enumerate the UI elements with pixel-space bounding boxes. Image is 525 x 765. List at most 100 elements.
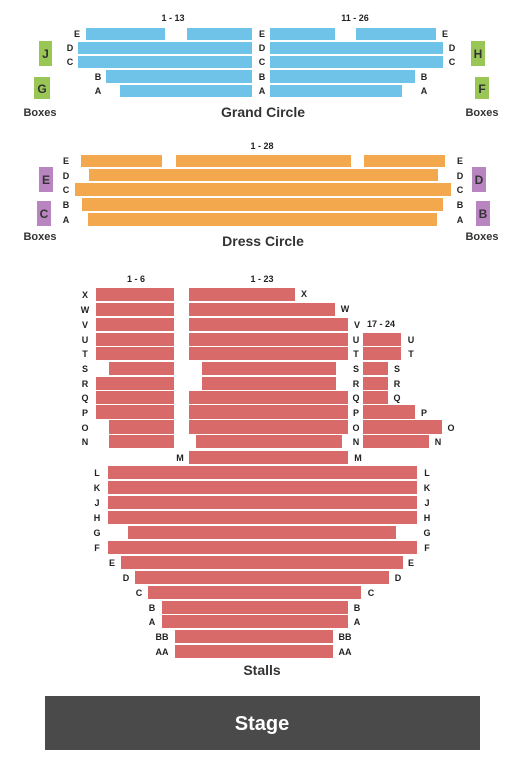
grand-circle-range-right: 11 - 26 xyxy=(341,13,369,23)
stalls-row-l[interactable] xyxy=(108,466,417,479)
stalls-row-label: AA xyxy=(339,647,352,657)
dress-circle-row-e-right[interactable] xyxy=(364,155,445,167)
stalls-row-label: M xyxy=(176,453,184,463)
stalls-row-label: F xyxy=(424,543,430,553)
stalls-row-t-right[interactable] xyxy=(363,347,401,360)
stalls-row-bb[interactable] xyxy=(175,630,333,643)
dress-circle-row-d[interactable] xyxy=(89,169,438,181)
stalls-row-s-center[interactable] xyxy=(202,362,336,375)
stalls-row-s-right[interactable] xyxy=(363,362,388,375)
grand-circle-row-label: A xyxy=(95,86,102,96)
grand-circle-row-e-center-left[interactable] xyxy=(187,28,252,40)
stalls-row-c[interactable] xyxy=(148,586,361,599)
stalls-row-d[interactable] xyxy=(135,571,389,584)
grand-circle-row-b-right[interactable] xyxy=(270,70,415,83)
stalls-row-label: Q xyxy=(352,393,359,403)
stalls-row-label: R xyxy=(82,379,89,389)
grand-circle-box-h[interactable] xyxy=(471,41,485,66)
stalls-range-right: 17 - 24 xyxy=(367,319,395,329)
stalls-row-label: Q xyxy=(81,393,88,403)
grand-circle-row-c-left[interactable] xyxy=(78,56,252,68)
stalls-row-q-right[interactable] xyxy=(363,391,388,404)
stalls-row-u-center[interactable] xyxy=(189,333,348,346)
dress-circle-row-b[interactable] xyxy=(82,198,443,211)
stalls-row-s-left[interactable] xyxy=(109,362,174,375)
stalls-row-q-left[interactable] xyxy=(96,391,174,404)
boxes-label: Boxes xyxy=(23,231,56,243)
dress-circle-row-e-center[interactable] xyxy=(176,155,351,167)
stalls-row-label: D xyxy=(123,573,130,583)
stalls-row-n-left[interactable] xyxy=(109,435,174,448)
dress-circle-row-c[interactable] xyxy=(75,183,451,196)
stalls-row-p-left[interactable] xyxy=(96,405,174,419)
dress-circle-box-c[interactable] xyxy=(37,201,51,226)
stalls-row-t-left[interactable] xyxy=(96,347,174,360)
stalls-row-q-center[interactable] xyxy=(189,391,348,404)
stalls-row-n-center[interactable] xyxy=(196,435,342,448)
stalls-row-w-center[interactable] xyxy=(189,303,335,316)
dress-circle-row-e-left[interactable] xyxy=(81,155,162,167)
grand-circle-box-j[interactable] xyxy=(39,41,52,66)
stalls-row-label: L xyxy=(94,468,100,478)
stalls-row-b[interactable] xyxy=(162,601,348,614)
stalls-row-label: R xyxy=(394,379,401,389)
grand-circle-row-e-right[interactable] xyxy=(356,28,436,40)
stalls-row-x-center[interactable] xyxy=(189,288,295,301)
dress-circle-row-label: A xyxy=(457,215,464,225)
stalls-row-label: U xyxy=(408,335,415,345)
stalls-row-o-left[interactable] xyxy=(109,420,174,434)
stalls-row-f[interactable] xyxy=(108,541,417,554)
stalls-row-label: C xyxy=(368,588,375,598)
grand-circle-box-f[interactable] xyxy=(475,77,489,99)
dress-circle-box-e[interactable] xyxy=(39,167,53,192)
stalls-row-g[interactable] xyxy=(128,526,396,539)
dress-circle-box-d[interactable] xyxy=(472,167,486,192)
stalls-row-k[interactable] xyxy=(108,481,417,494)
grand-circle-row-label: C xyxy=(67,57,74,67)
stalls-row-r-left[interactable] xyxy=(96,377,174,390)
stalls-row-u-right[interactable] xyxy=(363,333,401,346)
dress-circle-row-label: D xyxy=(63,171,70,181)
stalls-row-e[interactable] xyxy=(121,556,403,569)
stalls-row-label: X xyxy=(301,289,307,299)
stalls-row-h[interactable] xyxy=(108,511,417,524)
stalls-row-r-center[interactable] xyxy=(202,377,336,390)
stalls-row-a[interactable] xyxy=(162,615,348,628)
stalls-row-j[interactable] xyxy=(108,496,417,509)
grand-circle-row-d-left[interactable] xyxy=(78,42,252,54)
stalls-row-x-left[interactable] xyxy=(96,288,174,301)
stalls-row-aa[interactable] xyxy=(175,645,333,658)
stalls-row-u-left[interactable] xyxy=(96,333,174,346)
stalls-row-label: T xyxy=(82,349,88,359)
stalls-row-label: J xyxy=(424,498,429,508)
grand-circle-box-g[interactable] xyxy=(34,77,50,99)
stalls-row-v-center[interactable] xyxy=(189,318,348,331)
dress-circle-row-a[interactable] xyxy=(88,213,437,226)
stalls-row-n-right[interactable] xyxy=(363,435,429,448)
stalls-row-r-right[interactable] xyxy=(363,377,388,390)
stalls-row-v-left[interactable] xyxy=(96,318,174,331)
stalls-row-o-right[interactable] xyxy=(363,420,442,434)
stalls-row-o-center[interactable] xyxy=(189,420,348,434)
stalls-row-t-center[interactable] xyxy=(189,347,348,360)
stalls-row-label: T xyxy=(408,349,414,359)
boxes-label: Boxes xyxy=(465,107,498,119)
grand-circle-row-e-left[interactable] xyxy=(86,28,165,40)
grand-circle-row-a-left[interactable] xyxy=(120,85,252,97)
stalls-row-label: H xyxy=(94,513,101,523)
grand-circle-row-e-center-right[interactable] xyxy=(270,28,335,40)
stalls-row-p-right[interactable] xyxy=(363,405,415,419)
dress-circle-box-b[interactable] xyxy=(476,201,490,226)
stalls-row-w-left[interactable] xyxy=(96,303,174,316)
dress-circle-section: 1 - 28 E D C B A E D C B A E C D B Boxes… xyxy=(23,141,498,249)
stalls-row-p-center[interactable] xyxy=(189,405,348,419)
box-label: F xyxy=(478,82,485,96)
grand-circle-row-c-right[interactable] xyxy=(270,56,443,68)
grand-circle-row-label: A xyxy=(421,86,428,96)
stalls-row-m[interactable] xyxy=(189,451,348,464)
grand-circle-row-b-left[interactable] xyxy=(106,70,252,83)
grand-circle-row-d-right[interactable] xyxy=(270,42,443,54)
stalls-row-label: P xyxy=(82,408,88,418)
dress-circle-row-label: E xyxy=(457,156,463,166)
grand-circle-row-a-right[interactable] xyxy=(270,85,402,97)
